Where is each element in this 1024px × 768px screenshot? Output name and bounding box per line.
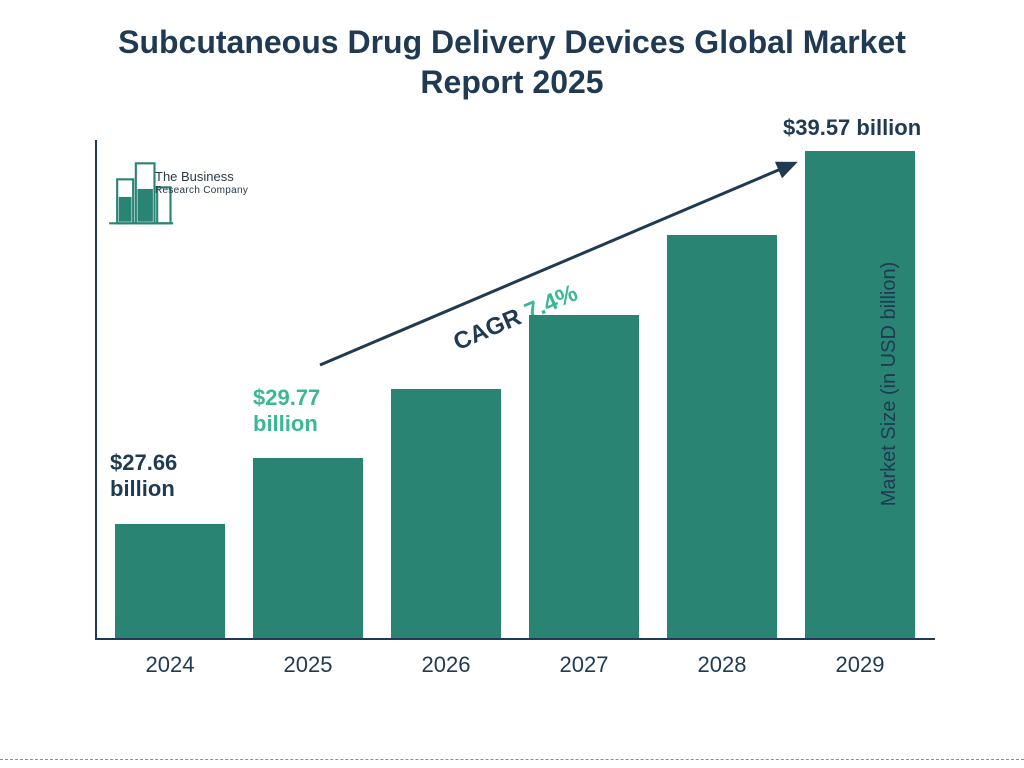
bar-2028 — [667, 235, 777, 638]
x-axis-line — [95, 638, 935, 640]
data-label-1: $29.77billion — [253, 385, 363, 438]
bar-2027 — [529, 315, 639, 638]
cagr-prefix: CAGR — [450, 301, 532, 356]
chart-title: Subcutaneous Drug Delivery Devices Globa… — [0, 22, 1024, 102]
x-label-2025: 2025 — [284, 652, 333, 678]
data-label-2: $39.57 billion — [783, 115, 921, 141]
y-axis-label: Market Size (in USD billion) — [878, 262, 901, 507]
x-label-2027: 2027 — [560, 652, 609, 678]
x-label-2026: 2026 — [422, 652, 471, 678]
data-label-0: $27.66billion — [110, 450, 220, 503]
y-axis-line — [95, 140, 97, 640]
bar-2025 — [253, 458, 363, 638]
x-label-2029: 2029 — [836, 652, 885, 678]
bar-2024 — [115, 524, 225, 638]
x-label-2024: 2024 — [146, 652, 195, 678]
bar-chart: CAGR 7.4% 202420252026202720282029 $27.6… — [95, 140, 935, 680]
x-label-2028: 2028 — [698, 652, 747, 678]
footer-divider — [0, 759, 1024, 760]
bar-2026 — [391, 389, 501, 638]
